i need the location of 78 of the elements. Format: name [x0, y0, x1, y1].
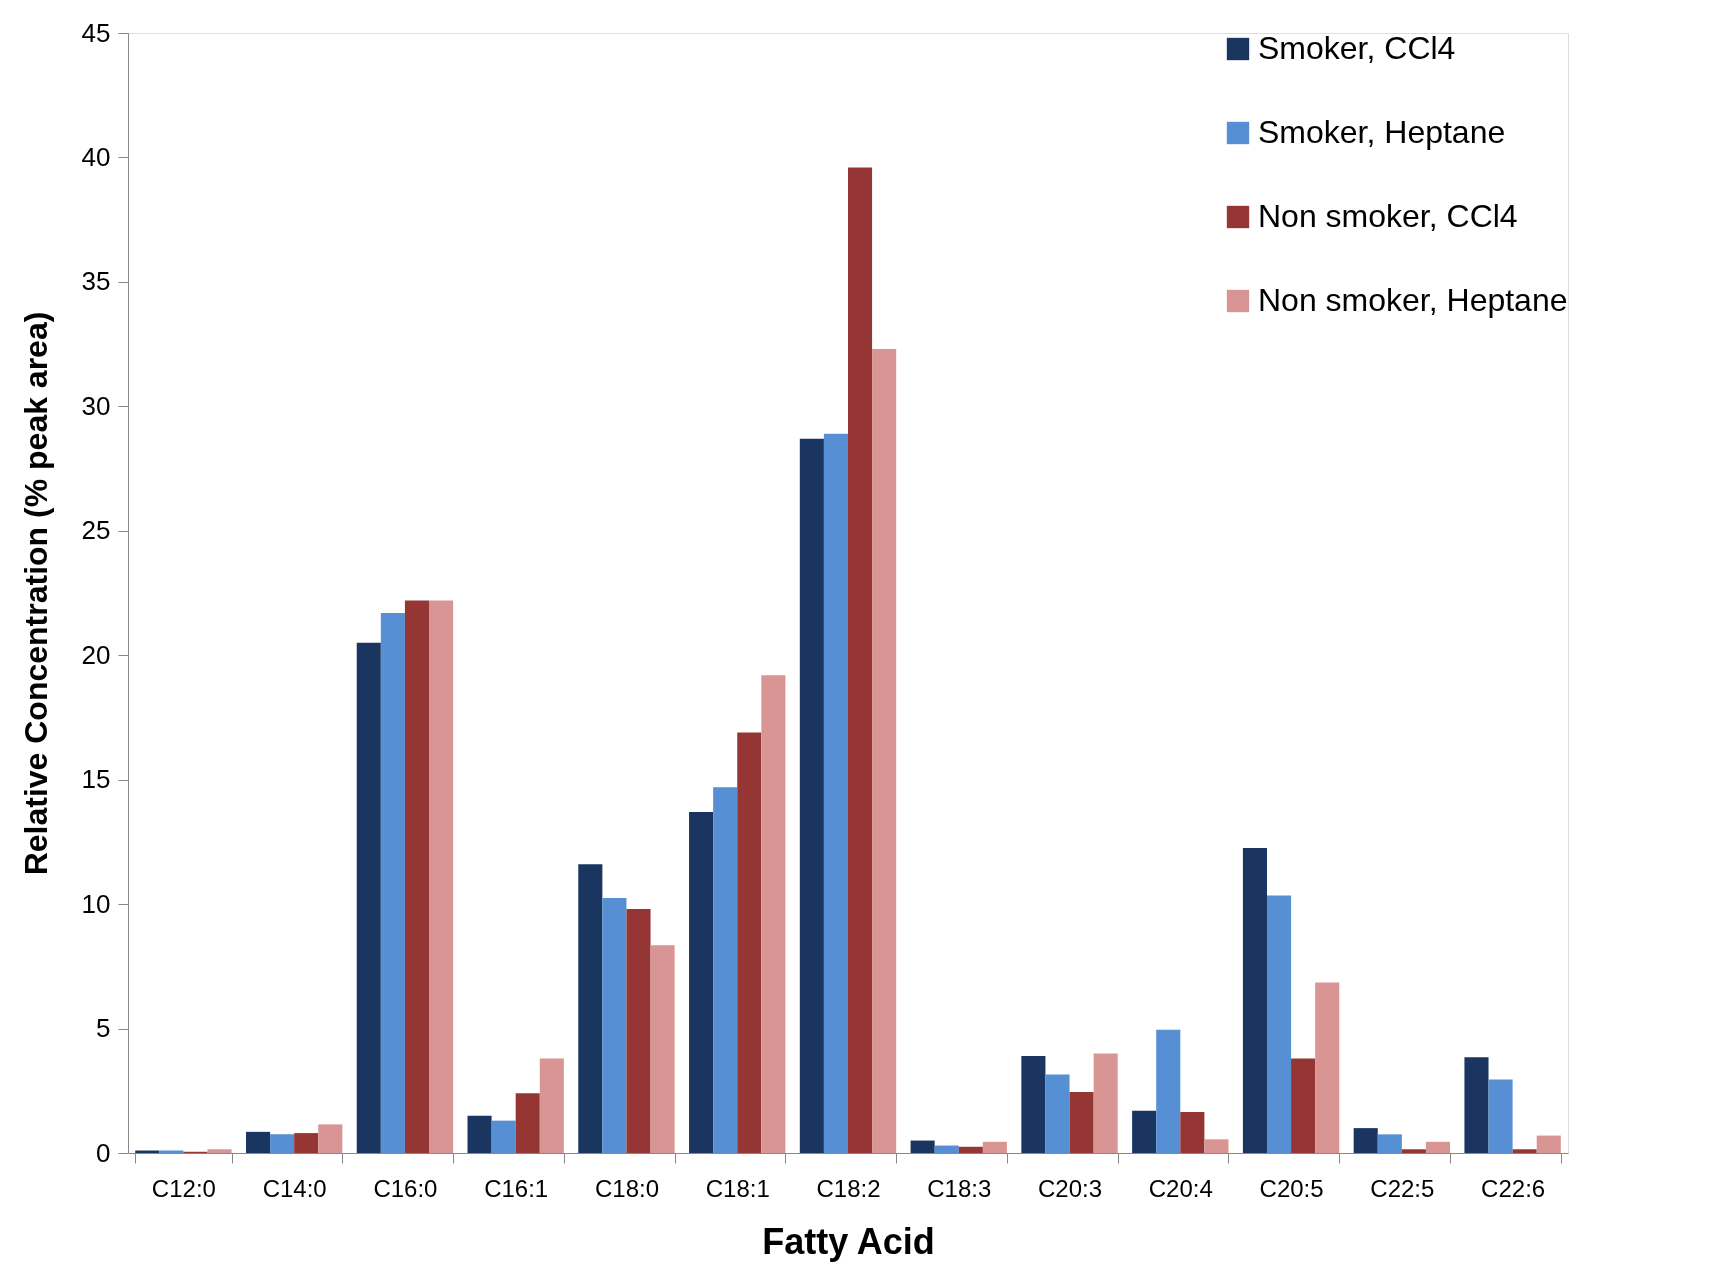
bar	[737, 732, 762, 1153]
bar	[1156, 1029, 1181, 1153]
bar	[467, 1115, 492, 1153]
x-tick-label: C12:0	[151, 1174, 216, 1202]
bar	[1204, 1139, 1229, 1153]
bar	[1488, 1079, 1513, 1153]
y-tick-label: 35	[81, 266, 111, 297]
bar	[1021, 1055, 1046, 1153]
bar	[270, 1134, 295, 1153]
bar	[1180, 1111, 1205, 1153]
bar	[1291, 1058, 1316, 1153]
y-tick-label: 20	[81, 639, 111, 670]
x-axis-title: Fatty Acid	[762, 1220, 935, 1262]
y-tick-label: 40	[81, 141, 111, 172]
y-tick-label: 25	[81, 515, 111, 546]
bar	[578, 864, 603, 1153]
bar	[404, 600, 430, 1153]
bar	[1315, 982, 1340, 1153]
x-tick-label: C22:5	[1370, 1174, 1435, 1202]
bar	[934, 1145, 959, 1153]
bar	[1242, 848, 1267, 1153]
bar	[872, 349, 897, 1153]
bar	[1512, 1149, 1537, 1153]
x-tick-label: C20:4	[1148, 1174, 1213, 1202]
bar	[1464, 1057, 1489, 1153]
bar	[626, 909, 651, 1153]
bar	[1377, 1134, 1402, 1153]
bar	[1266, 895, 1292, 1153]
bar	[380, 612, 405, 1153]
y-tick-label: 10	[81, 888, 111, 919]
bar	[515, 1093, 540, 1153]
x-tick-label: C18:2	[816, 1174, 881, 1202]
bar	[1132, 1110, 1157, 1153]
bar	[429, 600, 454, 1153]
bar	[318, 1124, 343, 1153]
bar	[689, 812, 714, 1153]
bar	[1069, 1092, 1094, 1153]
bar	[245, 1131, 271, 1153]
bar	[823, 433, 848, 1153]
bar	[1536, 1135, 1561, 1153]
x-tick-label: C20:3	[1038, 1174, 1103, 1202]
bar	[491, 1120, 516, 1153]
legend-label: Smoker, Heptane	[1258, 114, 1506, 150]
y-tick-label: 5	[96, 1013, 111, 1044]
legend-label: Smoker, CCl4	[1258, 30, 1456, 66]
bar	[539, 1058, 564, 1153]
x-tick-label: C14:0	[262, 1174, 327, 1202]
x-tick-label: C22:6	[1481, 1174, 1546, 1202]
bar	[1425, 1141, 1451, 1153]
bar	[982, 1141, 1007, 1153]
bar	[1045, 1074, 1070, 1153]
x-tick-label: C20:5	[1259, 1174, 1324, 1202]
bar	[294, 1133, 319, 1153]
bar	[958, 1146, 983, 1153]
y-tick-label: 0	[96, 1137, 111, 1168]
x-tick-label: C18:1	[705, 1174, 770, 1202]
bar	[713, 787, 738, 1153]
bar	[356, 642, 381, 1153]
bar	[799, 438, 824, 1153]
x-tick-label: C18:3	[927, 1174, 992, 1202]
y-tick-label: 45	[81, 17, 111, 48]
y-axis-title: Relative Concentration (% peak area)	[17, 311, 54, 876]
x-tick-label: C16:0	[373, 1174, 438, 1202]
x-tick-label: C18:0	[594, 1174, 659, 1202]
bar	[650, 945, 675, 1153]
bar	[1093, 1053, 1118, 1153]
bar	[848, 167, 873, 1153]
y-tick-label: 15	[81, 764, 111, 795]
bar	[1401, 1149, 1426, 1153]
bar	[602, 897, 627, 1153]
x-tick-label: C16:1	[484, 1174, 549, 1202]
legend-label: Non smoker, Heptane	[1258, 282, 1568, 318]
y-tick-label: 30	[81, 390, 111, 421]
bar	[1353, 1128, 1378, 1153]
legend-label: Non smoker, CCl4	[1258, 198, 1518, 234]
bar	[910, 1140, 935, 1153]
bar	[207, 1149, 232, 1153]
bar	[761, 675, 786, 1153]
